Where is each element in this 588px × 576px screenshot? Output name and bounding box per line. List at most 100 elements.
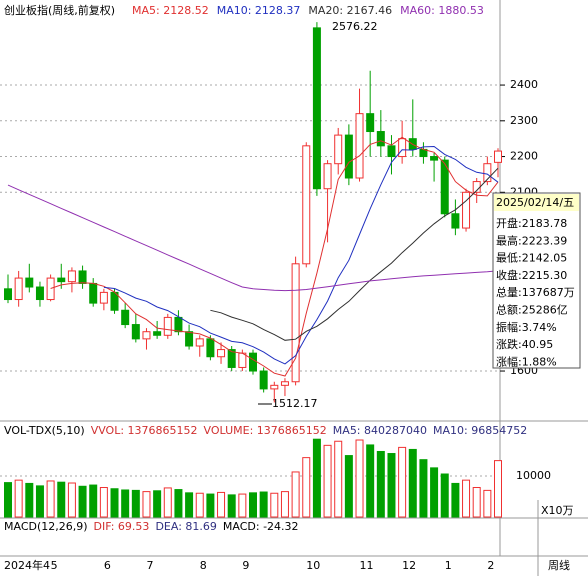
volume-bar xyxy=(451,482,460,518)
candle-body xyxy=(302,145,311,265)
volume-bar xyxy=(270,492,279,518)
tooltip-row: 最高:2223.39 xyxy=(496,233,567,247)
volume-bar xyxy=(195,492,204,518)
volume-bar xyxy=(185,492,194,518)
volume-bar xyxy=(99,487,108,518)
volume-bar xyxy=(259,491,268,518)
volume-bar xyxy=(163,487,172,518)
tooltip-row: 振幅:3.74% xyxy=(496,320,557,334)
candle-body xyxy=(227,349,236,368)
volume-bar xyxy=(387,453,396,518)
candle-body xyxy=(483,163,492,183)
candle-body xyxy=(25,277,34,288)
volume-bar xyxy=(35,485,44,518)
volume-bar xyxy=(355,439,364,518)
ma-line xyxy=(210,167,499,341)
candle-body xyxy=(270,384,279,390)
volume-bar xyxy=(25,482,34,518)
volume-bar xyxy=(408,448,417,518)
volume-bar xyxy=(249,492,257,518)
candle-body xyxy=(344,134,353,179)
candle-body xyxy=(67,270,76,283)
volume-bar xyxy=(419,459,428,518)
x-tick-label: 6 xyxy=(104,559,111,572)
candle-body xyxy=(4,288,12,301)
candle-body xyxy=(451,213,460,229)
candle-body xyxy=(430,156,439,161)
legend-entry: MA5: 2128.52 xyxy=(132,4,209,17)
volume-bar xyxy=(472,487,481,518)
tooltip-row: 收盘:2215.30 xyxy=(496,268,567,282)
volume-bar xyxy=(323,444,332,518)
volume-bar xyxy=(227,494,236,518)
tooltip: 2025/02/14/五开盘:2183.78 最高:2223.39 最低:2142.… xyxy=(492,192,581,369)
y-tick-label: 10000 xyxy=(516,469,551,482)
volume-bar xyxy=(153,490,162,518)
macd-legend: DIF: 69.53 xyxy=(94,520,150,533)
tooltip-date: 2025/02/14/五 xyxy=(496,196,574,209)
volume-bar xyxy=(121,489,130,518)
candle-body xyxy=(206,338,215,358)
volume-legend: VOL-TDX(5,10) xyxy=(4,424,85,437)
volume-bar xyxy=(238,493,247,518)
volume-bar xyxy=(67,482,76,518)
volume-bar xyxy=(78,485,87,518)
volume-legend: MA10: 96854752 xyxy=(433,424,527,437)
macd-legend: DEA: 81.69 xyxy=(155,520,216,533)
volume-bar xyxy=(110,488,119,518)
chart-title: 创业板指(周线,前复权) xyxy=(4,3,115,17)
x-tick-label: 5 xyxy=(51,559,58,572)
volume-bar xyxy=(89,484,98,518)
volume-bar xyxy=(494,460,502,518)
y-tick-label: 2200 xyxy=(510,150,538,163)
volume-bar xyxy=(280,491,289,518)
volume-bar xyxy=(312,438,321,518)
candle-body xyxy=(323,163,332,190)
volume-legend: VVOL: 1376865152 xyxy=(91,424,198,437)
y-tick-label: 2300 xyxy=(510,114,538,127)
candle-body xyxy=(14,277,23,301)
ma-line xyxy=(7,184,499,292)
volume-bar xyxy=(344,455,353,518)
period-label: 周线 xyxy=(548,558,570,572)
candle-body xyxy=(291,263,300,383)
volume-unit: X10万 xyxy=(541,504,574,517)
ma-line xyxy=(50,136,499,377)
candle-body xyxy=(312,27,321,190)
tooltip-row: 最低:2142.05 xyxy=(496,252,567,265)
volume-legend: MA5: 840287040 xyxy=(333,424,427,437)
volume-bar xyxy=(4,482,12,518)
candle-body xyxy=(440,159,449,215)
x-tick-label: 8 xyxy=(200,559,207,572)
volume-bar xyxy=(430,467,439,518)
y-tick-label: 2400 xyxy=(510,78,538,91)
candle-body xyxy=(46,277,55,301)
annotation: 2576.22 xyxy=(332,20,378,33)
volume-bar xyxy=(46,480,55,518)
tooltip-row: 总额:25286亿 xyxy=(496,303,568,317)
volume-bar xyxy=(398,446,407,518)
candle-body xyxy=(376,131,385,147)
volume-bar xyxy=(131,489,140,518)
volume-bar xyxy=(302,457,311,518)
macd-legend: MACD: -24.32 xyxy=(223,520,299,533)
candle-body xyxy=(462,191,471,229)
x-tick-label: 11 xyxy=(360,559,374,572)
volume-bar xyxy=(57,481,66,518)
volume-bar xyxy=(483,489,492,518)
volume-legend: VOLUME: 1376865152 xyxy=(204,424,327,437)
tooltip-row: 开盘:2183.78 xyxy=(496,216,567,230)
candle-body xyxy=(217,349,226,358)
volume-bar xyxy=(366,444,375,518)
macd-legend: MACD(12,26,9) xyxy=(4,520,88,533)
candle-body xyxy=(334,134,343,165)
candle-body xyxy=(99,291,108,304)
candle-body xyxy=(131,324,140,340)
candle-body xyxy=(494,150,502,163)
tooltip-row: 总量:137687万 xyxy=(496,285,575,299)
volume-bar xyxy=(462,479,471,518)
candle-body xyxy=(153,331,162,336)
candle-body xyxy=(163,316,172,336)
volume-bar xyxy=(174,489,183,518)
candle-body xyxy=(89,282,98,304)
